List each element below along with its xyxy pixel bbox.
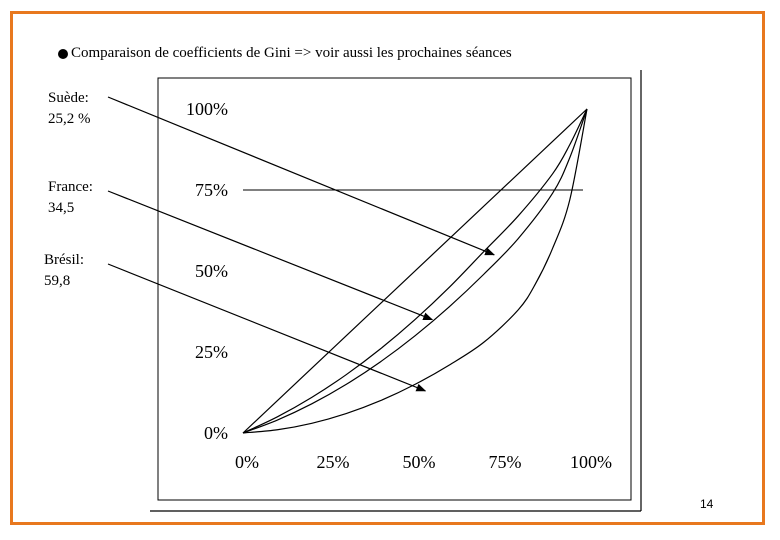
lorenz-curve-brsil — [242, 108, 588, 434]
chart-box — [157, 77, 632, 501]
y-tick-label: 100% — [186, 99, 228, 119]
country-gini-value: 34,5 — [48, 200, 75, 216]
country-label-france: France: 34,5 — [48, 177, 93, 219]
x-tick-label: 50% — [403, 452, 436, 472]
y-tick-label: 75% — [195, 180, 228, 200]
x-tick-label: 25% — [317, 452, 350, 472]
slide-title-text: Comparaison de coefficients de Gini => v… — [71, 45, 512, 61]
x-tick-label: 75% — [489, 452, 522, 472]
x-tick-label: 100% — [570, 452, 612, 472]
lorenz-curve-france — [242, 108, 588, 434]
country-name: Brésil: — [44, 252, 84, 268]
page-number: 14 — [700, 497, 714, 511]
annotation-arrow-france — [107, 190, 434, 321]
annotation-arrow-sude — [107, 96, 496, 256]
country-name: Suède: — [48, 90, 89, 106]
country-label-suede: Suède: 25,2 % — [48, 88, 91, 130]
slide-title: Comparaison de coefficients de Gini => v… — [58, 45, 512, 62]
annotation-arrow-brsil — [107, 263, 427, 392]
y-tick-label: 25% — [195, 342, 228, 362]
bullet-icon — [58, 48, 68, 59]
y-tick-label: 0% — [204, 423, 228, 443]
equality-line — [242, 108, 588, 434]
country-label-bresil: Brésil: 59,8 — [44, 250, 84, 292]
y-tick-label: 50% — [195, 261, 228, 281]
country-name: France: — [48, 179, 93, 195]
x-tick-label: 0% — [235, 452, 259, 472]
country-gini-value: 59,8 — [44, 273, 71, 289]
country-gini-value: 25,2 % — [48, 111, 91, 127]
lorenz-curve-sude — [242, 108, 588, 434]
slide-frame — [10, 11, 765, 525]
